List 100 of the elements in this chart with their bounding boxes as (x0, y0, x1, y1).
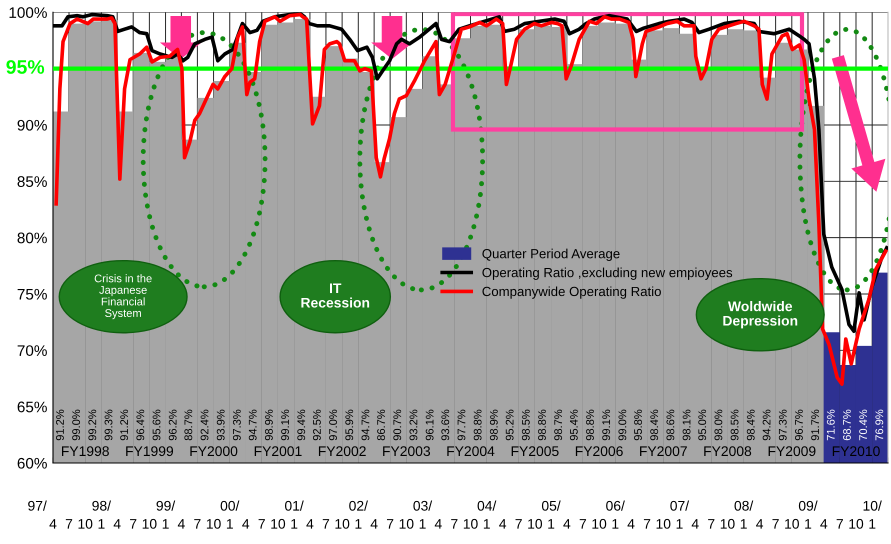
x-tick-label: 10 (400, 518, 414, 529)
data-label: 92.4% (200, 410, 208, 440)
x-tick-label: 1 (676, 519, 683, 529)
x-tick-label: 7 (644, 519, 650, 529)
data-label: 97.7% (458, 410, 466, 440)
y-tick-label: 65% (18, 402, 47, 412)
x-tick-label: 4 (370, 519, 378, 529)
annotation: FY1998 (62, 446, 109, 456)
x-tick-label: 7 (386, 519, 394, 529)
x-tick-label: 1 (869, 519, 876, 529)
x-tick-label: 7 (580, 519, 586, 529)
x-tick-label: 4 (434, 519, 442, 529)
data-label: 94.7% (248, 410, 257, 440)
x-tick-label: 1 (355, 519, 362, 529)
data-label: 98.7% (554, 410, 562, 440)
y-tick-label: 100% (10, 7, 47, 18)
data-label: 95.8% (634, 410, 642, 440)
annotation: FY2001 (254, 446, 302, 456)
x-tick-label: 7 (708, 519, 714, 529)
x-tick-label: 1 (226, 519, 233, 529)
x-tick-label: 7 (772, 519, 779, 529)
x2-tick-label: 06/ (606, 500, 625, 511)
data-label: 98.4% (746, 410, 755, 440)
annotation: Crisis in the Japanese Financial System (94, 274, 152, 320)
data-label: 91.2% (120, 410, 128, 440)
x-tick-label: 4 (114, 519, 121, 529)
x-tick-label: 1 (805, 519, 812, 529)
x-tick-label: 7 (66, 519, 72, 529)
x-tick-label: 10 (206, 518, 221, 529)
x-tick-label: 7 (130, 519, 136, 529)
x-tick-label: 4 (756, 519, 764, 529)
data-label: 99.1% (602, 410, 610, 440)
data-label: 91.7% (811, 410, 820, 440)
x-tick-label: 1 (291, 519, 298, 529)
data-label: 71.6% (826, 410, 835, 440)
x-tick-label: 1 (98, 519, 105, 529)
annotation: FY2003 (383, 446, 430, 456)
x-tick-label: 4 (692, 519, 699, 529)
annotation: FY2006 (576, 446, 623, 456)
data-label: 98.5% (730, 410, 739, 440)
x-tick-label: 10 (592, 518, 606, 529)
x-tick-label: 4 (563, 519, 570, 529)
x-tick-label: 10 (720, 518, 735, 529)
data-label: 98.6% (666, 410, 674, 440)
data-label: 98.9% (264, 410, 273, 440)
x-tick-label: 4 (49, 519, 56, 529)
data-label: 95.2% (506, 410, 514, 440)
x2-tick-label: 98/ (92, 500, 112, 511)
x2-tick-label: 00/ (220, 500, 240, 511)
data-label: 97.0% (329, 410, 338, 440)
x-tick-label: 7 (258, 519, 265, 529)
y-tick-label: 70% (18, 345, 47, 356)
x2-tick-label: 10/ (864, 500, 882, 511)
data-label: 98.8% (474, 410, 482, 440)
annotation: FY2010 (832, 446, 880, 456)
data-label: 92.5% (312, 410, 321, 440)
x-tick-label: 1 (420, 519, 426, 529)
x2-tick-label: 04/ (478, 500, 496, 511)
data-label: 95.4% (570, 410, 578, 440)
x-tick-label: 10 (142, 518, 157, 529)
x-tick-label: 4 (628, 519, 635, 529)
x2-tick-label: 08/ (734, 500, 754, 511)
y-tick-label: 80% (18, 232, 47, 244)
x-tick-label: 4 (499, 519, 506, 529)
annotation: FY2007 (640, 446, 687, 456)
data-label: 95.0% (698, 410, 706, 440)
x-tick-label: 1 (484, 519, 490, 529)
data-label: 98.8% (586, 410, 594, 440)
data-label: 94.7% (362, 410, 370, 440)
data-label: 94.2% (762, 410, 771, 440)
ref-line-label: 95% (6, 60, 44, 74)
data-label: 96.1% (426, 410, 434, 440)
data-label: 99.2% (88, 410, 96, 440)
x2-tick-label: 07/ (670, 500, 690, 511)
data-label: 96.7% (795, 410, 803, 440)
data-label: 96.2% (168, 410, 177, 440)
x-tick-label: 10 (785, 518, 799, 529)
data-label: 86.7% (377, 410, 386, 440)
data-label: 99.4% (297, 410, 306, 440)
legend-label: Operating Ratio ,excluding new empioyees (482, 268, 732, 280)
data-label: 98.8% (538, 410, 546, 440)
x-tick-label: 4 (306, 519, 314, 529)
data-label: 98.1% (682, 410, 690, 440)
y-tick-label: 85% (18, 176, 47, 187)
x2-tick-label: 03/ (413, 500, 432, 511)
data-label: 70.4% (859, 410, 868, 440)
x-tick-label: 10 (464, 518, 478, 529)
data-label: 93.9% (216, 410, 225, 440)
annotation: FY2008 (704, 446, 752, 456)
x-tick-label: 10 (78, 518, 92, 529)
data-label: 90.7% (393, 410, 402, 440)
data-label: 99.0% (72, 410, 80, 440)
x-tick-label: 1 (548, 519, 554, 529)
data-label: 98.4% (650, 410, 658, 440)
x-tick-label: 7 (836, 519, 843, 529)
data-label: 88.7% (184, 410, 192, 440)
data-label: 68.7% (843, 410, 851, 440)
annotation: FY2009 (768, 446, 816, 456)
x2-tick-label: 01/ (285, 500, 304, 511)
data-label: 96.4% (136, 410, 144, 440)
